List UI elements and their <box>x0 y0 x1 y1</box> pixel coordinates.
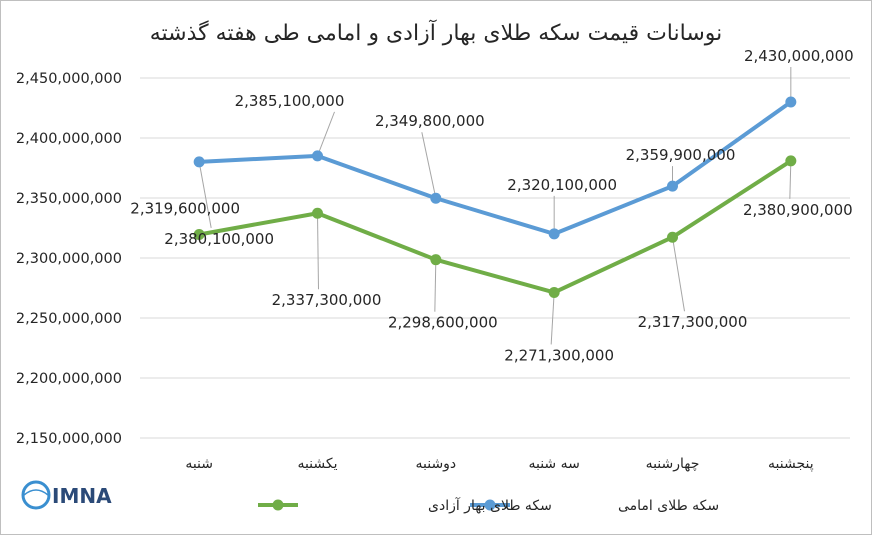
chart-title: نوسانات قیمت سکه طلای بهار آزادی و امامی… <box>150 19 723 46</box>
legend: سکه طلای امامی سکه طلای بهار آزادی <box>258 497 719 514</box>
data-point <box>548 228 560 240</box>
data-point <box>430 254 442 266</box>
data-label: 2,317,300,000 <box>638 313 748 331</box>
data-point <box>667 231 678 243</box>
x-tick-label: چهارشنبه <box>646 456 700 472</box>
data-point <box>312 150 323 162</box>
data-point <box>193 156 205 168</box>
legend-swatch-marker <box>484 499 496 511</box>
x-tick-label: سه شنبه <box>528 456 579 472</box>
label-leader-lines <box>198 67 792 345</box>
data-label: 2,337,300,000 <box>272 291 382 309</box>
data-label: 2,320,100,000 <box>507 176 617 194</box>
x-axis: شنبه یکشنبه دوشنبه سه شنبه چهارشنبه پنجشنبه <box>185 456 813 472</box>
label-leader-line <box>434 259 437 312</box>
data-label: 2,271,300,000 <box>504 346 614 364</box>
data-label: 2,298,600,000 <box>388 314 498 332</box>
y-tick-label: 2,350,000,000 <box>16 191 122 207</box>
legend-swatch-marker <box>272 499 284 511</box>
label-leader-line <box>789 160 792 199</box>
y-tick-label: 2,200,000,000 <box>16 371 122 387</box>
logo-text: IMNA <box>52 484 112 508</box>
data-label: 2,380,100,000 <box>164 230 274 248</box>
series-line <box>197 100 793 236</box>
data-label: 2,349,800,000 <box>375 112 485 130</box>
x-tick-label: یکشنبه <box>297 456 337 472</box>
legend-label: سکه طلای بهار آزادی <box>428 497 552 514</box>
data-point <box>785 155 797 167</box>
series-line <box>197 158 793 295</box>
data-point <box>430 192 442 204</box>
label-leader-line <box>421 132 437 199</box>
data-point <box>785 96 797 108</box>
y-tick-label: 2,400,000,000 <box>16 131 122 147</box>
x-tick-label: دوشنبه <box>415 456 456 472</box>
data-point <box>667 180 678 192</box>
gridlines <box>140 77 850 439</box>
logo-globe-arc-icon <box>23 489 49 496</box>
data-label: 2,385,100,000 <box>235 92 345 110</box>
label-leader-line <box>550 292 555 345</box>
data-label: 2,319,600,000 <box>130 199 240 217</box>
label-leader-line <box>198 161 212 228</box>
label-leader-line <box>317 111 335 157</box>
y-axis: 2,150,000,000 2,200,000,000 2,250,000,000 2… <box>16 71 122 447</box>
label-leader-line <box>672 237 685 312</box>
data-labels: 2,380,100,000 2,385,100,000 2,349,800,000 2… <box>130 47 853 364</box>
x-tick-label: پنجشنبه <box>768 456 814 472</box>
data-point <box>193 228 205 240</box>
y-tick-label: 2,300,000,000 <box>16 251 122 267</box>
data-label: 2,430,000,000 <box>744 47 854 65</box>
x-tick-label: شنبه <box>185 456 213 472</box>
label-leader-line <box>317 213 319 290</box>
imna-logo: IMNA <box>21 480 112 510</box>
data-label: 2,380,900,000 <box>743 201 853 219</box>
data-label: 2,359,900,000 <box>626 146 736 164</box>
data-point <box>312 207 323 219</box>
y-tick-label: 2,450,000,000 <box>16 71 122 87</box>
logo-globe-icon <box>21 480 51 510</box>
series-layer <box>193 96 797 298</box>
data-point <box>548 286 560 298</box>
y-tick-label: 2,150,000,000 <box>16 431 122 447</box>
legend-label: سکه طلای امامی <box>618 498 719 514</box>
y-tick-label: 2,250,000,000 <box>16 311 122 327</box>
